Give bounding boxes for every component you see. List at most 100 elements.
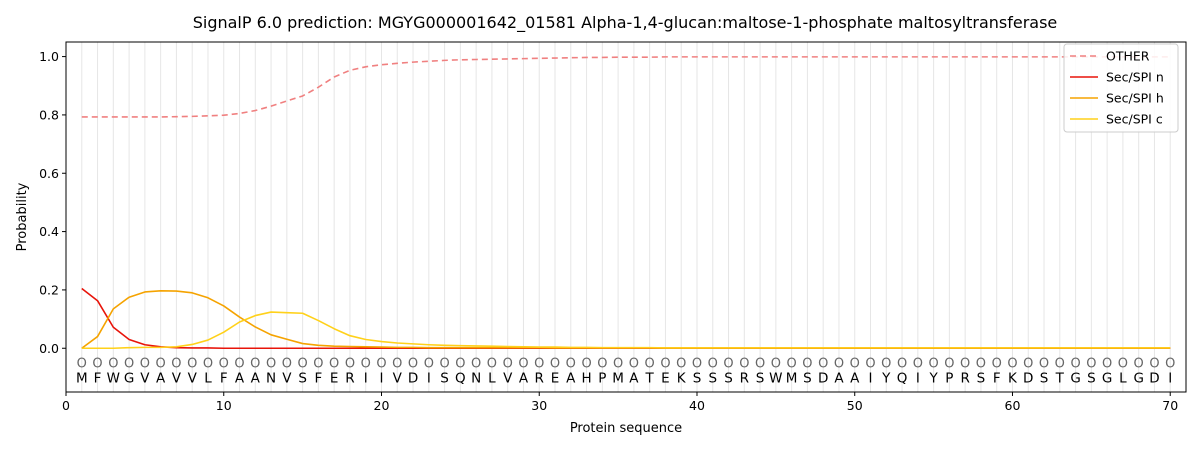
residue-label: T xyxy=(645,370,655,386)
residue-label: F xyxy=(94,370,102,386)
residue-label: N xyxy=(471,370,481,386)
residue-label: G xyxy=(1102,370,1112,386)
prediction-label: O xyxy=(1118,356,1128,371)
residue-label: H xyxy=(581,370,591,386)
prediction-label: O xyxy=(613,356,623,371)
residue-label: L xyxy=(1119,370,1127,386)
prediction-label: O xyxy=(424,356,434,371)
prediction-label: O xyxy=(487,356,497,371)
x-tick-label: 10 xyxy=(216,398,232,413)
y-axis-label: Probability xyxy=(15,182,30,251)
residue-label: I xyxy=(1168,370,1172,386)
residue-label: R xyxy=(535,370,544,386)
residue-label: M xyxy=(612,370,624,386)
residue-label: M xyxy=(76,370,88,386)
prediction-label: O xyxy=(1023,356,1033,371)
prediction-label: O xyxy=(298,356,308,371)
prediction-label: O xyxy=(944,356,954,371)
gridlines xyxy=(81,42,1171,392)
prediction-label: O xyxy=(692,356,702,371)
prediction-label: O xyxy=(329,356,339,371)
plot-frame xyxy=(65,41,1187,393)
residue-label: R xyxy=(960,370,969,386)
legend-box xyxy=(1063,43,1179,133)
residue-label: P xyxy=(598,370,606,386)
prediction-label: O xyxy=(566,356,576,371)
residue-label: V xyxy=(188,370,198,386)
residue-label: S xyxy=(693,370,702,386)
prediction-label: O xyxy=(755,356,765,371)
residue-label: I xyxy=(364,370,368,386)
prediction-label: O xyxy=(439,356,449,371)
y-tick-label: 1.0 xyxy=(39,49,59,64)
prediction-label: O xyxy=(392,356,402,371)
residue-label: V xyxy=(503,370,513,386)
prediction-label: O xyxy=(850,356,860,371)
x-axis-ticks: 0 10 20 30 40 50 60 70 xyxy=(62,392,1178,413)
prediction-label: O xyxy=(881,356,891,371)
residue-label: Y xyxy=(928,370,938,386)
prediction-label: O xyxy=(503,356,513,371)
prediction-label: O xyxy=(234,356,244,371)
prediction-label: O xyxy=(1007,356,1017,371)
prediction-label: O xyxy=(629,356,639,371)
series-layer xyxy=(81,56,1171,350)
prediction-label: O xyxy=(156,356,166,371)
y-tick-label: 0.0 xyxy=(39,341,59,356)
prediction-label: O xyxy=(108,356,118,371)
prediction-label: O xyxy=(550,356,560,371)
y-tick-label: 0.8 xyxy=(39,107,59,122)
series-line-sec-spi-c xyxy=(81,311,1171,350)
prediction-label: O xyxy=(676,356,686,371)
x-tick-label: 50 xyxy=(847,398,863,413)
residue-label: V xyxy=(140,370,150,386)
series-line-other xyxy=(81,56,1171,118)
y-tick-label: 0.6 xyxy=(39,166,59,181)
prediction-label: O xyxy=(976,356,986,371)
residue-label: S xyxy=(1040,370,1049,386)
residue-label: R xyxy=(740,370,749,386)
residue-label: I xyxy=(916,370,920,386)
legend-label: Sec/SPI n xyxy=(1106,70,1164,85)
prediction-label: O xyxy=(1165,356,1175,371)
residue-label: A xyxy=(156,370,166,386)
prediction-label: O xyxy=(802,356,812,371)
residue-label: W xyxy=(107,370,120,386)
prediction-label: O xyxy=(723,356,733,371)
residue-label: K xyxy=(677,370,687,386)
residue-label: G xyxy=(1070,370,1080,386)
residue-label: V xyxy=(172,370,182,386)
prediction-label: O xyxy=(1070,356,1080,371)
residue-label: D xyxy=(1149,370,1159,386)
prediction-label: O xyxy=(992,356,1002,371)
prediction-label: O xyxy=(1149,356,1159,371)
prediction-label: O xyxy=(518,356,528,371)
prediction-label: O xyxy=(818,356,828,371)
prediction-label: O xyxy=(928,356,938,371)
residue-label: G xyxy=(1133,370,1143,386)
prediction-label: O xyxy=(1134,356,1144,371)
residue-label: R xyxy=(345,370,354,386)
y-tick-label: 0.4 xyxy=(39,224,59,239)
residue-label: L xyxy=(204,370,212,386)
prediction-label: O xyxy=(913,356,923,371)
prediction-label: O xyxy=(834,356,844,371)
residue-label: I xyxy=(869,370,873,386)
prediction-label: O xyxy=(219,356,229,371)
legend: OTHER Sec/SPI n Sec/SPI h Sec/SPI c xyxy=(1063,43,1179,133)
prediction-label: O xyxy=(140,356,150,371)
prediction-label: O xyxy=(203,356,213,371)
prediction-label: O xyxy=(77,356,87,371)
prediction-label: O xyxy=(645,356,655,371)
y-axis-ticks: 0.0 0.2 0.4 0.6 0.8 1.0 xyxy=(39,49,66,356)
residue-label: A xyxy=(850,370,860,386)
residue-label: S xyxy=(298,370,307,386)
prediction-label: O xyxy=(124,356,134,371)
residue-label: F xyxy=(220,370,228,386)
legend-label: OTHER xyxy=(1106,49,1150,64)
residue-label: I xyxy=(427,370,431,386)
residue-label: S xyxy=(977,370,986,386)
residue-label: L xyxy=(488,370,496,386)
prediction-label: O xyxy=(361,356,371,371)
residue-label: E xyxy=(661,370,670,386)
